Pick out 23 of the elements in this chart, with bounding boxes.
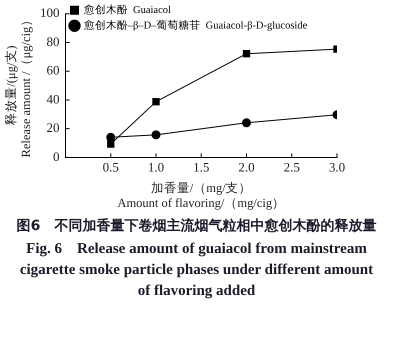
y-axis-title: 释放量/(μg/支) Release amount /（μg/cig） — [4, 14, 33, 158]
y-tick-label: 100 — [40, 5, 60, 20]
y-tick-label: 40 — [46, 91, 60, 106]
point — [242, 118, 251, 128]
point — [242, 50, 250, 58]
point — [152, 130, 160, 140]
x-tick-label: 3.0 — [328, 160, 346, 175]
x-tick-label: 1.0 — [148, 160, 164, 175]
legend-label: 愈创木酚 Guaiacol — [82, 3, 171, 16]
caption: 图6 不同加香量下卷烟主流烟气粒相中愈创木酚的释放量 — [16, 217, 376, 236]
x-tick-label: 0.5 — [102, 160, 119, 175]
y-tick-label: 20 — [46, 120, 60, 136]
y-tick-label: 0 — [53, 148, 60, 164]
legend-label: 愈创木酚–β–D–葡萄糖苷 Guaiacol-β-D-glucoside — [82, 18, 308, 32]
y-tick-label: 60 — [46, 62, 60, 78]
x-tick-label: 1.5 — [193, 160, 210, 175]
x-axis-title: 加香量/（mg/支） Amount of flavoring/（mg/cig） — [117, 180, 286, 210]
x-tick-label: 2.0 — [238, 160, 255, 175]
point — [152, 98, 160, 106]
x-tick-label: 2.5 — [284, 160, 300, 175]
point — [107, 140, 114, 148]
y-tick-label: 80 — [46, 34, 60, 49]
caption: Fig. 6 Release amount of guaiacol from mainstream cigarette smoke particle phases under different amount of flavoring added — [18, 240, 374, 301]
